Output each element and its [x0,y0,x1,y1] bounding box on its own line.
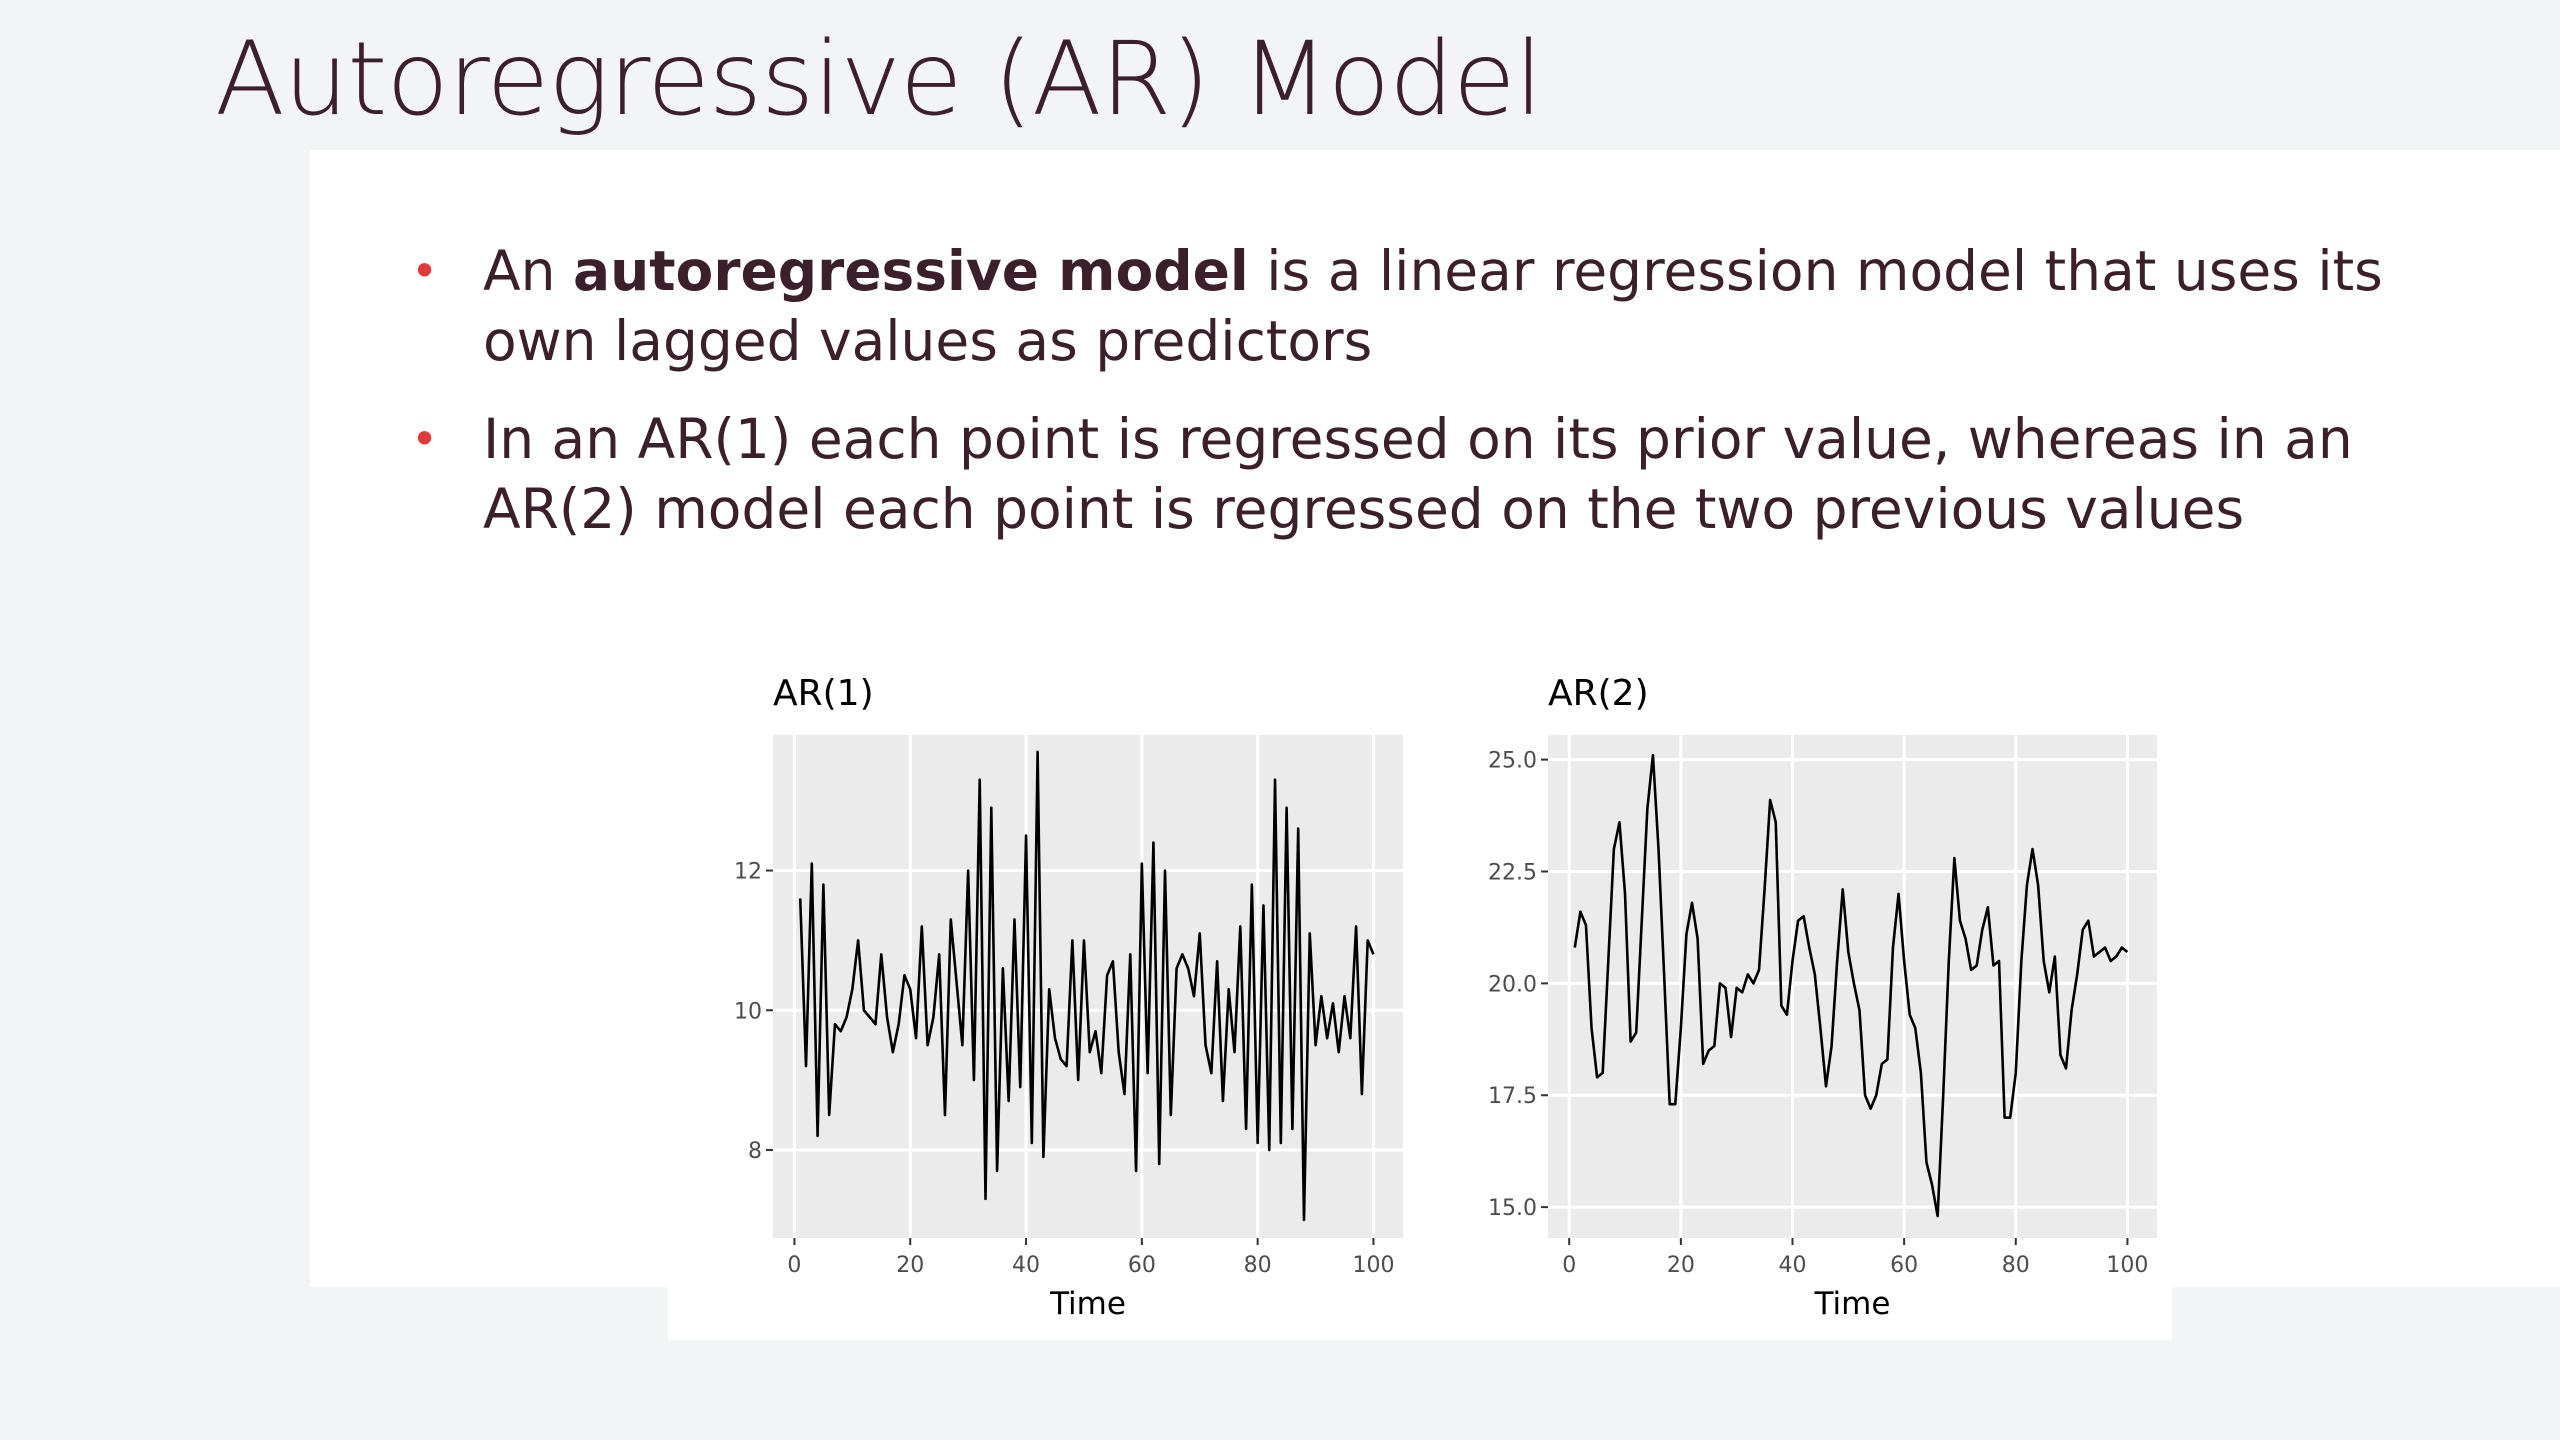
y-tick-label: 10 [734,999,762,1024]
y-tick-label: 8 [748,1139,762,1164]
x-tick-label: 20 [1667,1253,1695,1278]
x-tick-label: 60 [1890,1253,1918,1278]
slide-title: Autoregressive (AR) Model [215,20,1543,139]
x-tick-label: 80 [1244,1253,1272,1278]
x-tick-label: 0 [787,1253,801,1278]
bullet: In an AR(1) each point is regressed on i… [411,404,2383,544]
x-axis-label: Time [1814,1286,1891,1322]
series-line [1573,753,2129,1218]
x-tick-label: 60 [1128,1253,1156,1278]
x-tick-label: 0 [1562,1253,1576,1278]
text: is a linear regression model that uses i… [483,239,2383,373]
bold-text: autoregressive model [572,239,1249,303]
y-tick-label: 22.5 [1488,860,1537,885]
series-line [798,750,1375,1222]
x-tick-label: 20 [896,1253,924,1278]
y-tick-label: 12 [734,860,762,885]
chart-title: AR(2) [1548,673,1649,714]
y-tick-label: 20.0 [1488,972,1537,997]
x-tick-label: 40 [1012,1253,1040,1278]
text: An [483,239,573,303]
x-axis-label: Time [1049,1286,1126,1322]
x-tick-label: 100 [2106,1253,2148,1278]
x-tick-label: 100 [1352,1253,1394,1278]
chart-title: AR(1) [773,673,874,714]
x-tick-label: 80 [2002,1253,2030,1278]
y-tick-label: 25.0 [1488,749,1537,774]
y-tick-label: 17.5 [1488,1084,1537,1109]
content-panel [668,1280,2172,1340]
bullet: An autoregressive model is a linear regr… [411,236,2383,376]
text: In an AR(1) each point is regressed on i… [483,407,2353,541]
x-tick-label: 40 [1778,1253,1806,1278]
y-tick-label: 15.0 [1488,1196,1537,1221]
